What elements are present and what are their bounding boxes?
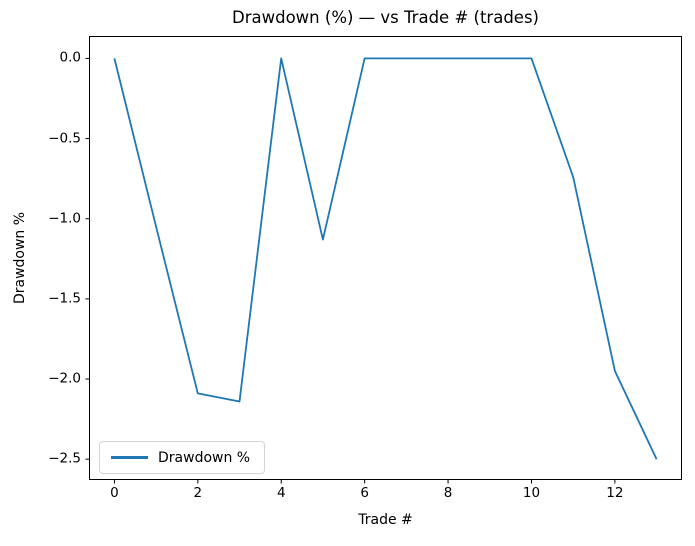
y-tick-label: −2.0 <box>48 370 81 387</box>
x-tick-label: 0 <box>110 485 119 501</box>
legend-line-sample <box>111 456 148 459</box>
y-tick-label: 0.0 <box>59 49 81 66</box>
chart-title: Drawdown (%) — vs Trade # (trades) <box>232 8 539 27</box>
y-tick-label: −1.0 <box>48 210 81 227</box>
y-tick-label: −0.5 <box>48 130 81 147</box>
x-axis-label: Trade # <box>358 512 413 528</box>
legend: Drawdown % <box>99 441 266 474</box>
drawdown-line <box>113 57 658 460</box>
x-tick-label: 2 <box>193 485 203 501</box>
legend-label: Drawdown % <box>158 449 251 466</box>
x-tick-label: 6 <box>360 485 369 501</box>
x-tick-label: 12 <box>606 485 624 501</box>
x-tick-label: 8 <box>443 485 453 501</box>
y-tick-label: −1.5 <box>48 290 81 307</box>
x-tick-label: 4 <box>276 485 286 501</box>
y-tick-label: −2.5 <box>48 450 81 467</box>
axes-frame <box>89 36 682 480</box>
x-tick-label: 10 <box>522 485 541 501</box>
